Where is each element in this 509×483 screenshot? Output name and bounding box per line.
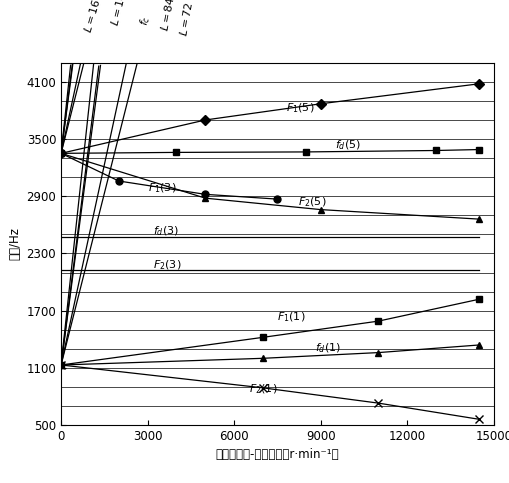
Text: $F_2(5)$: $F_2(5)$ <box>298 195 326 209</box>
Text: $f_c$: $f_c$ <box>137 14 153 27</box>
Text: $L=168$: $L=168$ <box>82 0 105 34</box>
Text: $L=72$: $L=72$ <box>178 1 195 37</box>
Text: $f_d(3)$: $f_d(3)$ <box>153 225 179 238</box>
Text: $F_2(1)$: $F_2(1)$ <box>248 382 277 396</box>
Y-axis label: 频率/Hz: 频率/Hz <box>8 227 21 260</box>
Text: $F_1(5)$: $F_1(5)$ <box>286 102 315 115</box>
Text: $F_1(1)$: $F_1(1)$ <box>277 311 306 324</box>
Text: $f_d(1)$: $f_d(1)$ <box>315 341 341 355</box>
X-axis label: 压气（机叶-盘转速／（r·min⁻¹）: 压气（机叶-盘转速／（r·min⁻¹） <box>216 448 339 461</box>
Text: $F_2(3)$: $F_2(3)$ <box>153 258 182 271</box>
Text: $L=144$: $L=144$ <box>108 0 130 27</box>
Text: $F_1(3)$: $F_1(3)$ <box>148 182 176 196</box>
Text: $f_d(5)$: $f_d(5)$ <box>335 138 361 152</box>
Text: $L=84$: $L=84$ <box>158 0 176 32</box>
